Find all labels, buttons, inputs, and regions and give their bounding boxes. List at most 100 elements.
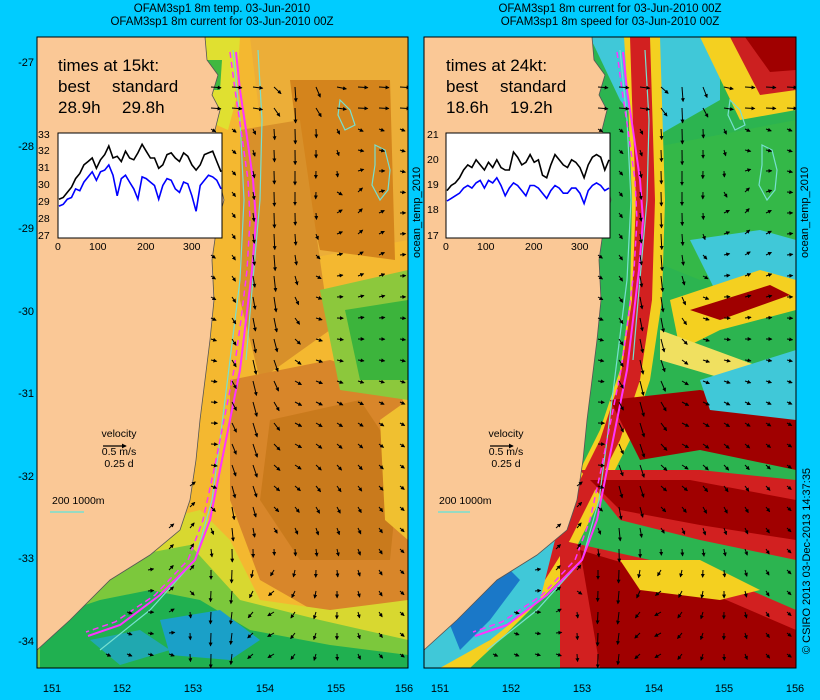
current-vector-arrow bbox=[639, 464, 645, 478]
current-vector-arrow bbox=[786, 464, 792, 469]
current-vector-arrow bbox=[765, 611, 770, 618]
current-vector-arrow bbox=[681, 443, 690, 449]
current-vector-arrow bbox=[765, 106, 777, 111]
current-vector-arrow bbox=[399, 590, 405, 596]
current-vector-arrow bbox=[534, 588, 542, 593]
current-vector-arrow bbox=[378, 443, 385, 448]
current-vector-arrow bbox=[618, 212, 623, 219]
current-vector-arrow bbox=[252, 380, 258, 397]
current-vector-arrow bbox=[378, 611, 383, 618]
current-vector-arrow bbox=[210, 379, 218, 384]
lat-tick: -29 bbox=[18, 223, 34, 235]
current-vector-arrow bbox=[357, 464, 363, 471]
current-vector-arrow bbox=[336, 209, 343, 214]
current-vector-arrow bbox=[188, 611, 193, 619]
current-vector-arrow bbox=[723, 86, 734, 91]
current-vector-arrow bbox=[681, 359, 689, 365]
current-vector-arrow bbox=[252, 317, 257, 332]
current-vector-arrow bbox=[702, 485, 709, 493]
right-inset-ytick: 21 bbox=[427, 129, 439, 141]
current-vector-arrow bbox=[294, 443, 303, 449]
current-vector-arrow bbox=[681, 380, 689, 386]
lon-tick: 156 bbox=[394, 683, 414, 695]
current-vector-arrow bbox=[575, 653, 580, 663]
current-vector-arrow bbox=[654, 653, 662, 659]
current-vector-arrow bbox=[231, 254, 236, 261]
current-vector-arrow bbox=[336, 86, 347, 91]
current-vector-arrow bbox=[147, 588, 155, 593]
current-vector-arrow bbox=[597, 275, 604, 280]
left-best-label: best bbox=[58, 77, 91, 96]
current-vector-arrow bbox=[294, 527, 299, 535]
current-vector-arrow bbox=[639, 128, 644, 135]
current-vector-arrow bbox=[723, 380, 731, 384]
current-vector-arrow bbox=[267, 653, 275, 659]
current-vector-arrow bbox=[618, 233, 623, 240]
current-vector-arrow bbox=[639, 254, 644, 266]
current-vector-arrow bbox=[315, 506, 321, 514]
current-vector-arrow bbox=[618, 485, 624, 499]
current-vector-arrow bbox=[634, 653, 641, 660]
current-vector-arrow bbox=[786, 653, 792, 658]
current-vector-arrow bbox=[639, 506, 644, 518]
current-vector-arrow bbox=[702, 254, 708, 260]
current-vector-arrow bbox=[267, 632, 275, 637]
current-vector-arrow bbox=[273, 527, 278, 534]
current-vector-arrow bbox=[681, 485, 688, 492]
current-vector-arrow bbox=[786, 527, 792, 533]
current-vector-arrow bbox=[786, 106, 796, 111]
current-vector-arrow bbox=[639, 443, 646, 458]
current-vector-arrow bbox=[357, 106, 369, 111]
current-vector-arrow bbox=[252, 506, 257, 518]
current-vector-arrow bbox=[294, 338, 301, 345]
current-vector-arrow bbox=[210, 275, 217, 280]
current-vector-arrow bbox=[786, 85, 796, 90]
current-vector-arrow bbox=[378, 294, 386, 299]
current-vector-arrow bbox=[315, 485, 322, 493]
current-vector-arrow bbox=[597, 254, 603, 259]
current-vector-arrow bbox=[657, 569, 662, 577]
current-vector-arrow bbox=[723, 231, 731, 236]
left-velocity-time: 0.25 d bbox=[104, 458, 134, 470]
current-vector-arrow bbox=[786, 611, 792, 617]
current-vector-arrow bbox=[744, 106, 756, 111]
current-vector-arrow bbox=[335, 548, 340, 557]
current-vector-arrow bbox=[378, 252, 386, 256]
current-vector-arrow bbox=[618, 422, 624, 433]
left-inset-ytick: 31 bbox=[38, 162, 50, 174]
current-vector-arrow bbox=[229, 632, 233, 645]
current-vector-arrow bbox=[765, 358, 773, 363]
left-inset-xtick: 0 bbox=[55, 241, 61, 253]
current-vector-arrow bbox=[576, 481, 583, 487]
current-vector-arrow bbox=[294, 422, 303, 427]
current-vector-arrow bbox=[638, 212, 643, 222]
right-inset-ytick: 19 bbox=[427, 179, 439, 191]
current-vector-arrow bbox=[597, 463, 605, 468]
current-vector-arrow bbox=[597, 379, 605, 384]
left-times-box: times at 15kt: best standard 28.9h 29.8h bbox=[58, 55, 178, 118]
current-vector-arrow bbox=[744, 208, 750, 214]
current-vector-arrow bbox=[247, 632, 254, 639]
current-vector-arrow bbox=[315, 401, 323, 406]
current-vector-arrow bbox=[147, 567, 155, 572]
current-vector-arrow bbox=[168, 630, 176, 635]
current-vector-arrow bbox=[399, 464, 405, 469]
current-vector-arrow bbox=[336, 464, 343, 471]
current-vector-arrow bbox=[252, 527, 257, 538]
current-vector-arrow bbox=[210, 128, 217, 133]
current-vector-arrow bbox=[189, 522, 195, 529]
right-best-label: best bbox=[446, 77, 479, 96]
current-vector-arrow bbox=[618, 191, 623, 197]
current-vector-arrow bbox=[677, 611, 683, 619]
current-vector-arrow bbox=[786, 231, 794, 236]
current-vector-arrow bbox=[765, 548, 770, 555]
current-vector-arrow bbox=[357, 548, 361, 556]
current-vector-arrow bbox=[312, 611, 317, 620]
current-vector-arrow bbox=[399, 127, 406, 132]
current-vector-arrow bbox=[744, 168, 752, 173]
current-vector-arrow bbox=[231, 170, 237, 176]
current-vector-arrow bbox=[597, 296, 604, 301]
current-vector-arrow bbox=[722, 548, 727, 557]
current-vector-arrow bbox=[357, 358, 365, 363]
